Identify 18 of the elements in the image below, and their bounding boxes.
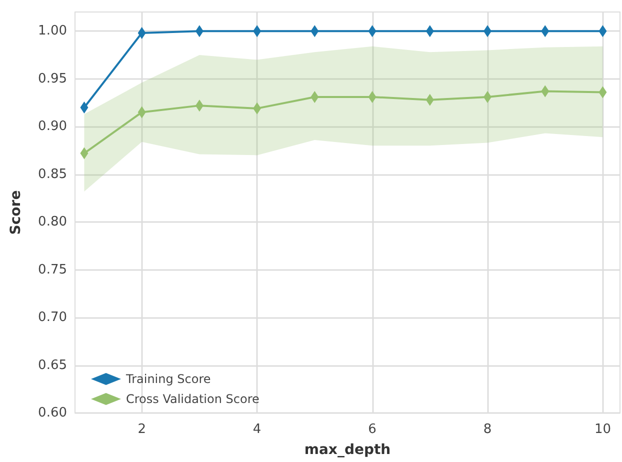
legend-label: Training Score xyxy=(125,372,211,386)
y-tick-label: 0.90 xyxy=(38,119,67,134)
y-tick-label: 0.75 xyxy=(38,262,67,278)
x-tick-label: 2 xyxy=(138,422,146,437)
x-tick-label: 8 xyxy=(483,422,492,437)
y-tick-label: 0.65 xyxy=(38,358,67,373)
y-tick-label: 0.85 xyxy=(38,166,67,182)
y-tick-label: 1.00 xyxy=(38,24,67,39)
y-axis-title: Score xyxy=(8,190,24,235)
x-axis-title: max_depth xyxy=(304,442,391,458)
x-tick-label: 4 xyxy=(252,422,262,437)
y-tick-label: 0.70 xyxy=(38,310,67,326)
y-tick-label: 0.60 xyxy=(38,406,67,420)
x-tick-label: 6 xyxy=(368,422,376,437)
x-tick-label: 10 xyxy=(594,422,611,437)
y-tick-label: 0.95 xyxy=(38,71,67,86)
legend-label: Cross Validation Score xyxy=(126,392,260,406)
y-tick-label: 0.80 xyxy=(38,214,67,230)
